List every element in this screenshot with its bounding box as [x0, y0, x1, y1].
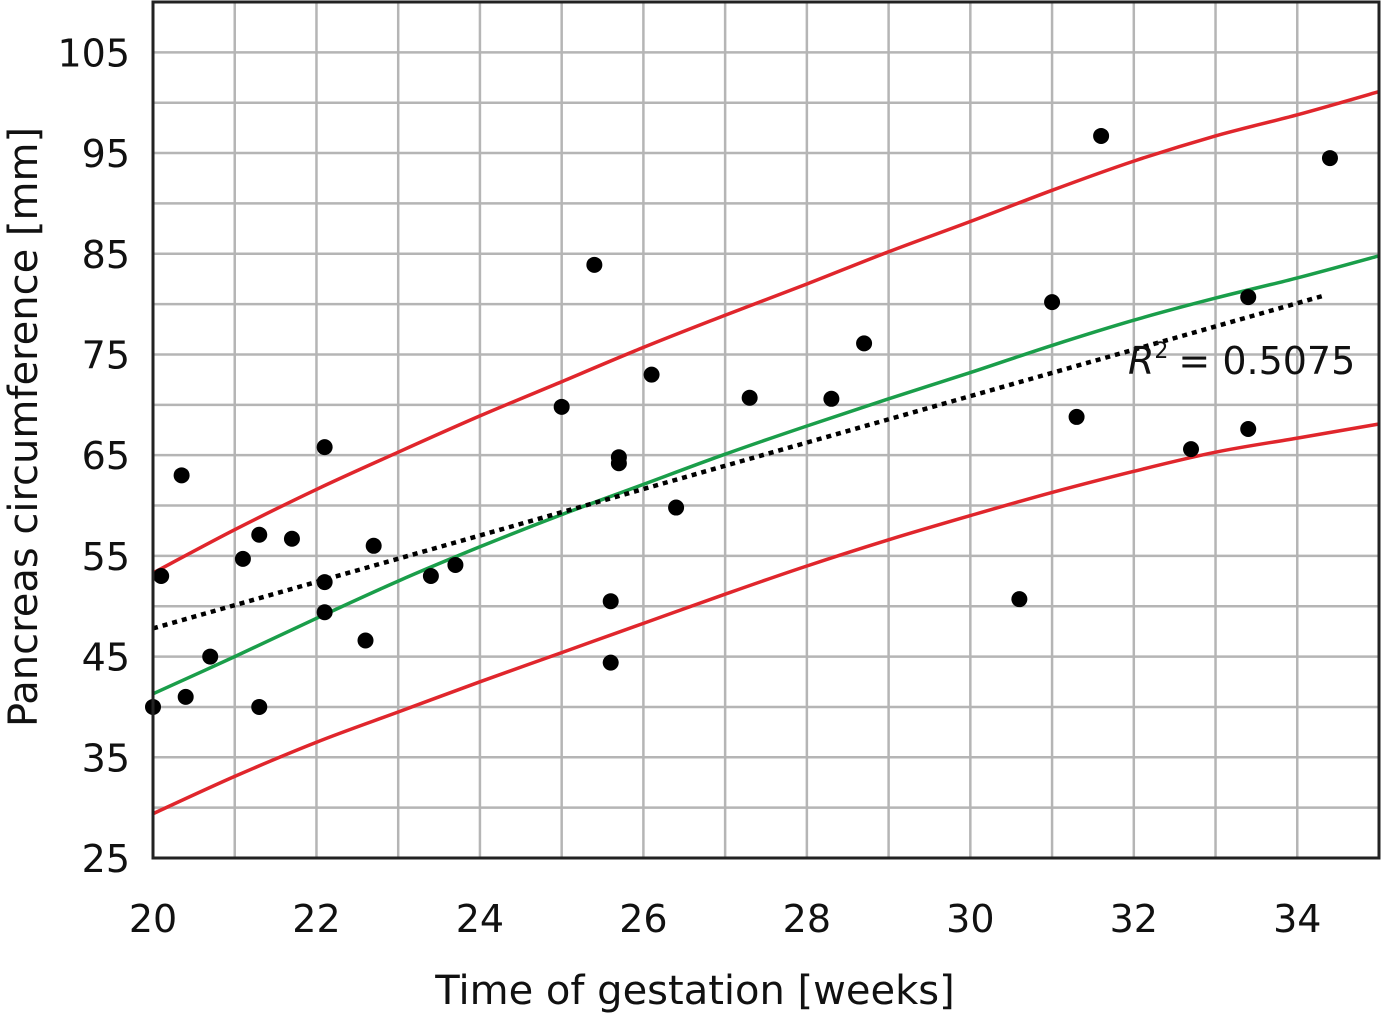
- data-point: [823, 390, 840, 407]
- mean-curve-series: [152, 254, 1380, 696]
- x-tick-label: 20: [129, 897, 177, 941]
- x-tick-label: 34: [1273, 897, 1321, 941]
- x-tick-label: 28: [783, 897, 831, 941]
- x-tick-label: 24: [456, 897, 504, 941]
- y-tick-label: 95: [82, 132, 130, 176]
- data-point: [202, 648, 219, 665]
- r-squared-annotation: R2 = 0.5075: [1128, 339, 1355, 383]
- curves: [152, 89, 1380, 816]
- y-tick-label: 65: [82, 434, 130, 478]
- trendline-series: [152, 292, 1327, 631]
- y-tick-label: 85: [82, 233, 130, 277]
- x-tick-label: 26: [619, 897, 667, 941]
- x-tick-label: 32: [1110, 897, 1158, 941]
- grid: [153, 2, 1379, 858]
- data-point: [553, 398, 570, 415]
- data-point: [668, 499, 685, 516]
- x-axis-title: Time of gestation [weeks]: [434, 968, 954, 1014]
- x-tick-label: 22: [292, 897, 340, 941]
- data-point: [316, 439, 333, 456]
- data-point: [602, 654, 619, 671]
- upper-curve-series: [152, 89, 1380, 575]
- data-point: [1044, 294, 1061, 311]
- r-label: R: [1128, 339, 1154, 383]
- y-tick-label: 75: [82, 333, 130, 377]
- data-point: [741, 389, 758, 406]
- data-point: [1093, 127, 1110, 144]
- data-point: [610, 455, 627, 472]
- data-point: [357, 632, 374, 649]
- y-axis-title: Pancreas circumference [mm]: [1, 127, 47, 727]
- tick-labels: 20 22 24 26 28 30 32 34 25 35 45 55 65 75 85 95 105: [57, 31, 1321, 941]
- data-point: [1240, 289, 1257, 306]
- r-value: = 0.5075: [1178, 339, 1355, 383]
- data-point: [173, 467, 190, 484]
- data-point: [1011, 591, 1028, 608]
- data-point: [153, 568, 170, 585]
- data-point: [602, 593, 619, 610]
- data-point: [1183, 441, 1200, 458]
- data-points: [145, 127, 1338, 715]
- y-tick-label: 45: [82, 636, 130, 680]
- data-point: [643, 366, 660, 383]
- data-point: [251, 526, 268, 543]
- data-point: [316, 604, 333, 621]
- y-tick-label: 105: [57, 31, 130, 75]
- data-point: [251, 698, 268, 715]
- y-tick-label: 35: [82, 736, 130, 780]
- data-point: [856, 335, 873, 352]
- r-superscript: 2: [1154, 339, 1168, 364]
- data-point: [177, 688, 194, 705]
- y-tick-label: 25: [82, 837, 130, 881]
- x-tick-label: 30: [946, 897, 994, 941]
- data-point: [283, 530, 300, 547]
- data-point: [365, 537, 382, 554]
- data-point: [1240, 420, 1257, 437]
- lower-curve-series: [152, 422, 1380, 816]
- data-point: [1321, 150, 1338, 167]
- data-point: [316, 574, 333, 591]
- data-point: [586, 256, 603, 273]
- plot-frame: [151, 0, 1381, 860]
- data-point: [447, 556, 464, 573]
- data-point: [234, 550, 251, 567]
- data-point: [422, 568, 439, 585]
- data-point: [1068, 408, 1085, 425]
- y-tick-label: 55: [82, 535, 130, 579]
